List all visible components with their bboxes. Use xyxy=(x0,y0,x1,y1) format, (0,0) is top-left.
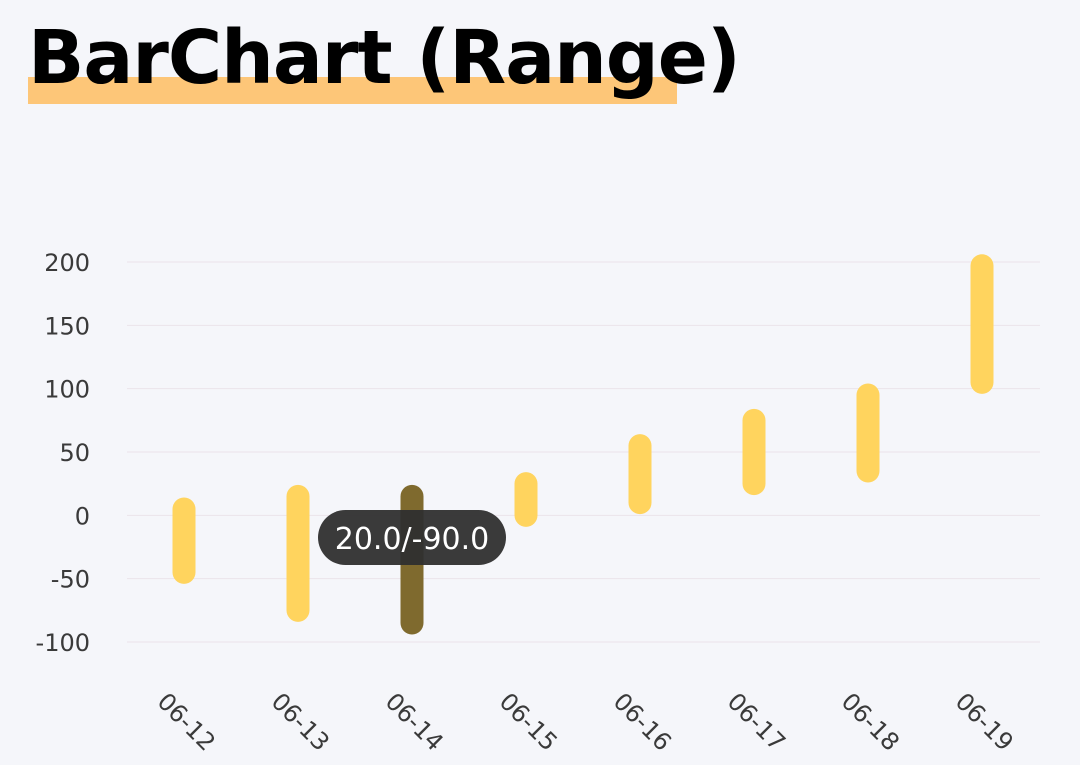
grid-lines xyxy=(127,261,1040,643)
tooltip-bubble xyxy=(318,510,506,565)
range-bar-06-16[interactable] xyxy=(628,434,652,515)
x-tick-label: 06-18 xyxy=(836,687,905,756)
x-tick-label: 06-19 xyxy=(950,687,1019,756)
y-axis: 200 150 100 50 0 -50 -100 xyxy=(36,249,90,657)
x-tick-label: 06-17 xyxy=(722,687,791,756)
x-axis: 06-12 06-13 06-14 06-15 06-16 06-17 06-18 06-19 xyxy=(152,687,1019,756)
y-tick-label: -50 xyxy=(51,566,90,594)
title-highlight xyxy=(28,77,677,104)
x-tick-label: 06-12 xyxy=(152,687,221,756)
range-bar-06-15[interactable] xyxy=(514,472,538,527)
x-tick-label: 06-15 xyxy=(494,687,563,756)
y-tick-label: -100 xyxy=(36,629,90,657)
range-bar-06-17[interactable] xyxy=(742,408,766,496)
tooltip: 20.0/-90.0 xyxy=(318,510,506,565)
y-tick-label: 50 xyxy=(59,439,90,467)
bars xyxy=(172,254,994,635)
range-bar-06-13[interactable] xyxy=(286,484,310,622)
y-tick-label: 100 xyxy=(44,376,90,404)
range-bar-06-19[interactable] xyxy=(970,254,994,394)
y-tick-label: 0 xyxy=(75,502,90,530)
range-bar-06-12[interactable] xyxy=(172,497,196,584)
x-tick-label: 06-16 xyxy=(608,687,677,756)
y-tick-label: 150 xyxy=(44,312,90,340)
title-block: BarChart (Range) xyxy=(28,14,741,104)
page-title: BarChart (Range) xyxy=(28,15,741,101)
x-tick-label: 06-14 xyxy=(380,687,449,756)
tooltip-text: 20.0/-90.0 xyxy=(335,522,490,557)
y-tick-label: 200 xyxy=(44,249,90,277)
range-bar-06-18[interactable] xyxy=(856,383,880,483)
x-tick-label: 06-13 xyxy=(266,687,335,756)
